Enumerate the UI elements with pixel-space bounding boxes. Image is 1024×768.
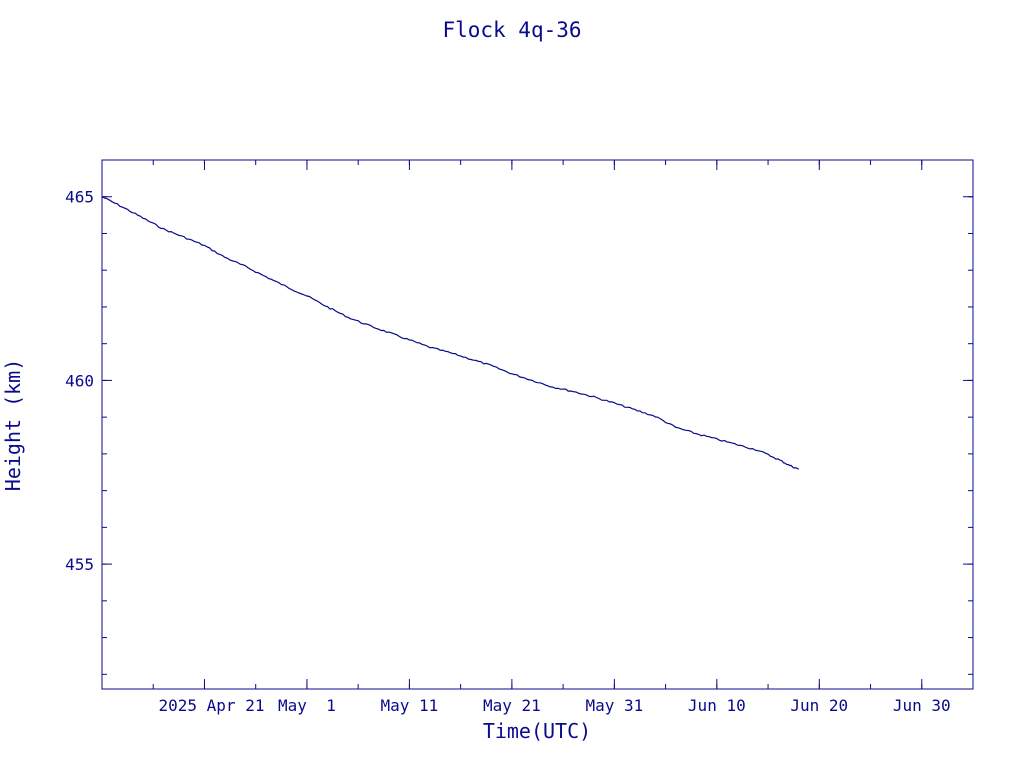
x-tick-label: Jun 10 bbox=[688, 696, 746, 715]
x-tick-label: May 11 bbox=[381, 696, 439, 715]
x-tick-label: May 31 bbox=[585, 696, 643, 715]
plot-frame bbox=[101, 159, 974, 690]
x-tick-label: May 1 bbox=[278, 696, 336, 715]
chart-title: Flock 4q-36 bbox=[442, 18, 581, 42]
height-series-line bbox=[101, 196, 800, 470]
x-axis-ticks bbox=[101, 160, 974, 689]
x-tick-label: Jun 20 bbox=[790, 696, 848, 715]
x-axis-label: Time(UTC) bbox=[483, 719, 591, 743]
y-tick-label: 465 bbox=[65, 188, 94, 207]
x-axis-tick-labels: 2025 Apr 21 May 1 May 11 May 21 May 31 Jun 10… bbox=[159, 696, 951, 715]
x-tick-label: Jun 30 bbox=[893, 696, 951, 715]
y-axis-ticks bbox=[102, 159, 973, 675]
y-tick-label: 455 bbox=[65, 555, 94, 574]
y-tick-label: 460 bbox=[65, 371, 94, 390]
y-axis-label: Height (km) bbox=[1, 359, 25, 491]
x-tick-label: 2025 Apr 21 bbox=[159, 696, 265, 715]
x-tick-label: May 21 bbox=[483, 696, 541, 715]
y-axis-tick-labels: 455 460 465 bbox=[65, 188, 94, 574]
